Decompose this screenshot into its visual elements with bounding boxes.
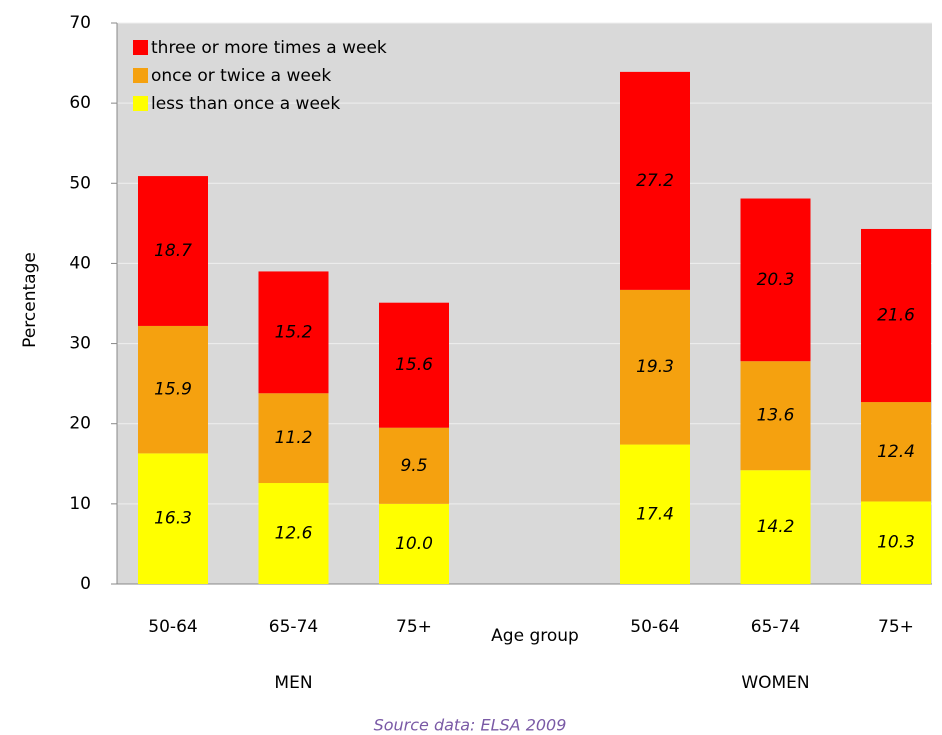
x-tick-label: 65-74: [751, 617, 800, 637]
y-tick-label: 40: [69, 253, 91, 273]
y-tick-label: 60: [69, 93, 91, 113]
x-axis-label: Age group: [491, 626, 579, 646]
data-label: 11.2: [275, 428, 313, 448]
bar-segment: [861, 228, 931, 403]
bar-segment: [138, 325, 208, 454]
bar-segment: [620, 71, 690, 290]
data-label: 20.3: [757, 270, 795, 290]
legend-label: less than once a week: [151, 94, 340, 114]
bar-segment: [138, 453, 208, 584]
bar-segment: [620, 444, 690, 584]
bar-segment: [258, 393, 329, 484]
y-tick-label: 10: [69, 494, 91, 514]
data-label: 10.3: [877, 533, 915, 553]
data-label: 21.6: [877, 306, 915, 326]
data-label: 17.4: [636, 504, 674, 524]
x-tick-label: 65-74: [269, 617, 318, 637]
data-label: 12.4: [877, 442, 915, 462]
x-tick-label: 50-64: [630, 617, 679, 637]
data-label: 9.5: [400, 456, 427, 476]
x-tick-label: 50-64: [148, 617, 197, 637]
y-axis-label: Percentage: [20, 252, 40, 348]
y-tick-label: 70: [69, 13, 91, 33]
data-label: 27.2: [636, 171, 674, 191]
data-label: 19.3: [636, 357, 674, 377]
y-tick-label: 50: [69, 173, 91, 193]
bar-segment: [258, 271, 329, 394]
bar-segment: [740, 361, 811, 471]
bar-segment: [740, 198, 811, 362]
bar-segment: [740, 470, 811, 584]
x-tick-label: 75+: [878, 617, 914, 637]
bar-segment: [620, 289, 690, 445]
data-label: 13.6: [757, 406, 795, 426]
bar-segment: [861, 402, 931, 502]
legend-swatch: [133, 68, 148, 83]
y-tick-label: 20: [69, 414, 91, 434]
group-label: MEN: [274, 673, 312, 693]
group-label: WOMEN: [741, 673, 809, 693]
bar-segment: [379, 427, 449, 504]
data-label: 12.6: [275, 524, 313, 544]
bar-segment: [138, 176, 208, 326]
legend-label: three or more times a week: [151, 38, 387, 58]
bar-segment: [258, 483, 329, 584]
legend-swatch: [133, 96, 148, 111]
data-label: 15.6: [395, 355, 433, 375]
bar-segment: [379, 302, 449, 428]
x-tick-label: 75+: [396, 617, 432, 637]
data-label: 18.7: [154, 241, 192, 261]
data-label: 16.3: [154, 509, 192, 529]
y-tick-label: 30: [69, 334, 91, 354]
data-label: 10.0: [395, 534, 433, 554]
data-label: 15.9: [154, 380, 192, 400]
source-note: Source data: ELSA 2009: [374, 716, 567, 735]
y-tick-label: 0: [80, 574, 91, 594]
data-label: 14.2: [757, 517, 795, 537]
data-label: 15.2: [275, 322, 313, 342]
bar-segment: [379, 503, 449, 584]
legend-swatch: [133, 40, 148, 55]
bar-segment: [861, 501, 931, 584]
legend-label: once or twice a week: [151, 66, 331, 86]
